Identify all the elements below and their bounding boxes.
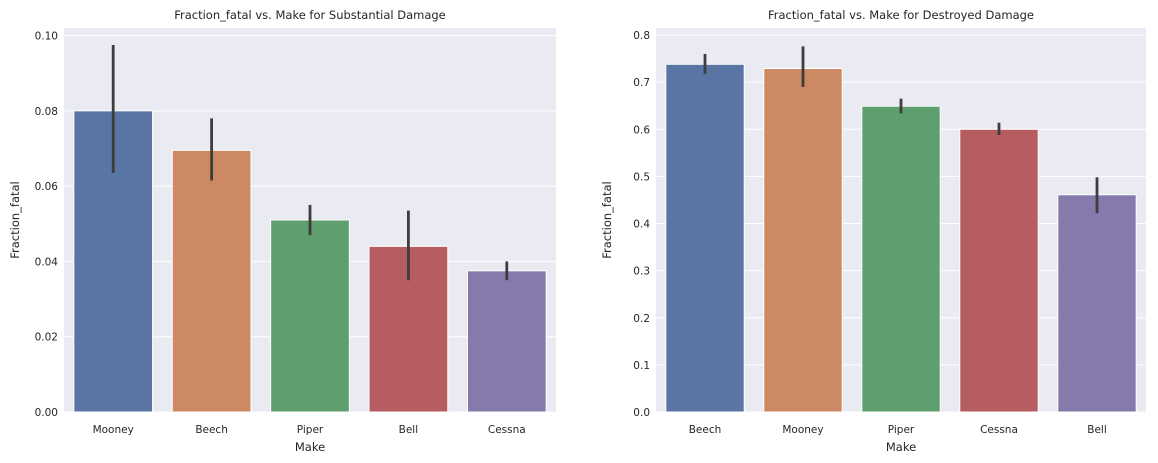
y-tick-label: 0.4 bbox=[633, 219, 650, 231]
x-axis-label: Make bbox=[886, 440, 916, 454]
x-tick-label: Bell bbox=[399, 424, 419, 436]
bar-cessna bbox=[466, 270, 547, 413]
x-tick-label: Cessna bbox=[980, 424, 1018, 436]
x-tick-label: Mooney bbox=[782, 424, 823, 436]
y-tick-label: 0.04 bbox=[35, 256, 59, 268]
x-tick-label: Mooney bbox=[93, 424, 134, 436]
x-tick-label: Beech bbox=[689, 424, 722, 436]
chart-title: Fraction_fatal vs. Make for Destroyed Da… bbox=[768, 8, 1034, 22]
bar-cessna bbox=[959, 128, 1039, 413]
chart-title: Fraction_fatal vs. Make for Substantial … bbox=[174, 8, 446, 22]
y-tick-label: 0.3 bbox=[633, 266, 650, 278]
y-axis-label: Fraction_fatal bbox=[8, 181, 22, 259]
y-tick-label: 0.5 bbox=[633, 171, 650, 183]
y-tick-label: 0.08 bbox=[35, 106, 58, 118]
x-tick-label: Cessna bbox=[488, 424, 526, 436]
y-tick-label: 0.00 bbox=[35, 407, 58, 419]
chart-panel-2: 0.0 0.1 0.2 0.3 0.4 0.5 0.6 0.7 0.8 Beech Mooney Pi… bbox=[600, 8, 1146, 454]
chart-panel-1: 0.00 0.02 0.04 0.06 0.08 0.10 Mooney Beech Piper… bbox=[8, 8, 556, 454]
y-tick-label: 0.7 bbox=[633, 77, 650, 89]
y-tick-label: 0.8 bbox=[633, 30, 650, 42]
y-tick-label: 0.10 bbox=[35, 31, 58, 43]
x-tick-label: Piper bbox=[888, 424, 915, 436]
y-tick-label: 0.6 bbox=[633, 124, 650, 136]
x-axis-label: Make bbox=[295, 440, 325, 454]
y-tick-label: 0.1 bbox=[633, 360, 650, 372]
y-tick-label: 0.02 bbox=[35, 332, 58, 344]
x-tick-label: Beech bbox=[195, 424, 228, 436]
x-tick-label: Bell bbox=[1087, 424, 1107, 436]
x-tick-label: Piper bbox=[297, 424, 324, 436]
y-tick-label: 0.06 bbox=[35, 181, 59, 193]
y-tick-label: 0.2 bbox=[633, 313, 650, 325]
y-tick-label: 0.0 bbox=[633, 407, 650, 419]
bar-piper bbox=[270, 219, 350, 413]
bar-beech bbox=[665, 63, 745, 413]
bar-bell bbox=[1057, 194, 1137, 413]
y-axis-label: Fraction_fatal bbox=[600, 181, 614, 259]
bar-piper bbox=[861, 105, 941, 413]
bar-beech bbox=[171, 149, 252, 413]
bar-mooney bbox=[763, 68, 843, 413]
